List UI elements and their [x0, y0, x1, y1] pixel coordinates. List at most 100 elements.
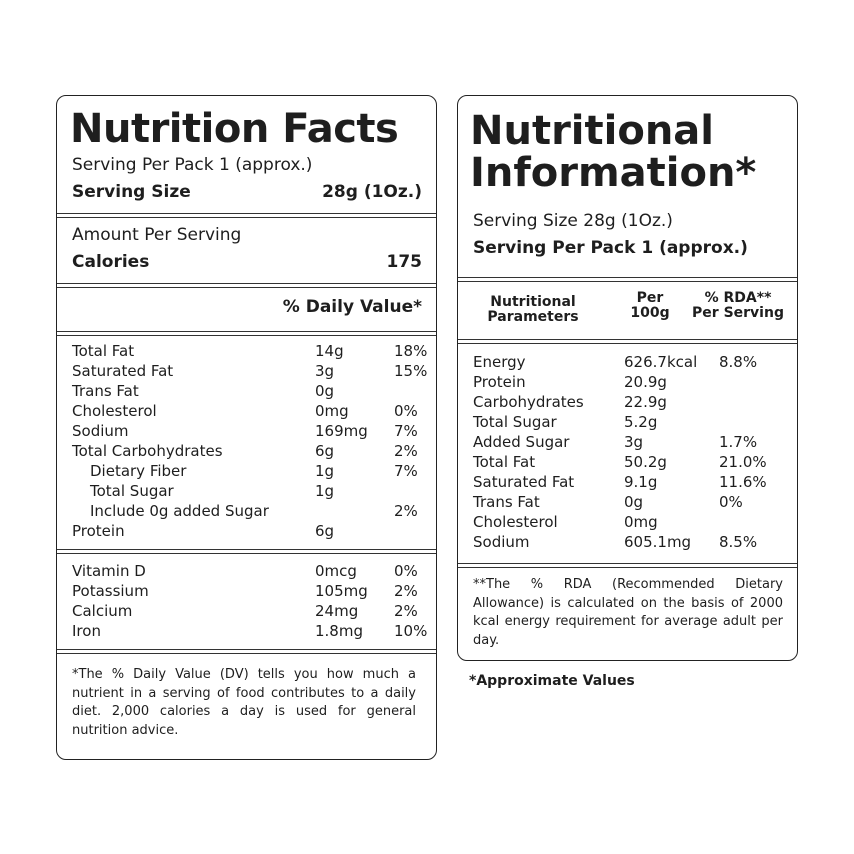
header-line: Nutritional — [490, 294, 576, 310]
calories-value: 175 — [386, 252, 423, 272]
nutrient-dv: 2% — [394, 502, 418, 520]
nutritional-row: Total Fat 50.2g 21.0% — [458, 453, 797, 473]
vitamin-name: Vitamin D — [72, 562, 146, 580]
calories-label: Calories — [72, 252, 150, 272]
rda-footnote: **The % RDA (Recommended Dietary Allowan… — [473, 577, 783, 648]
nutrient-name: Total Carbohydrates — [72, 442, 223, 460]
nutritional-row: Total Sugar 5.2g — [458, 413, 797, 433]
row-rda: 0% — [719, 493, 743, 511]
nutritional-row: Saturated Fat 9.1g 11.6% — [458, 473, 797, 493]
nutrient-row: Dietary Fiber 1g 7% — [57, 462, 436, 482]
nutrient-amount: 6g — [315, 522, 335, 540]
nutrient-amount: 14g — [315, 342, 344, 360]
divider — [458, 339, 797, 344]
vitamin-name: Calcium — [72, 602, 133, 620]
title-line-1: Nutritional — [470, 108, 715, 154]
col-header-per100g: Per 100g — [618, 291, 682, 321]
header-line: Parameters — [487, 309, 579, 325]
row-name: Energy — [473, 353, 526, 371]
row-rda: 21.0% — [719, 453, 767, 471]
nutritional-row: Protein 20.9g — [458, 373, 797, 393]
row-name: Trans Fat — [473, 493, 540, 511]
vitamin-row: Iron 1.8mg 10% — [57, 622, 436, 642]
vitamin-amount: 0mcg — [315, 562, 357, 580]
vitamin-dv: 0% — [394, 562, 418, 580]
vitamin-amount: 1.8mg — [315, 622, 363, 640]
serving-size-label: Serving Size — [72, 182, 191, 202]
row-per100: 0g — [624, 493, 644, 511]
vitamin-name: Iron — [72, 622, 101, 640]
row-per100: 0mg — [624, 513, 658, 531]
row-per100: 626.7kcal — [624, 353, 698, 371]
vitamin-row: Potassium 105mg 2% — [57, 582, 436, 602]
nutrient-name: Saturated Fat — [72, 362, 174, 380]
nutrient-row: Total Sugar 1g — [57, 482, 436, 502]
nutrient-row: Sodium 169mg 7% — [57, 422, 436, 442]
divider — [458, 277, 797, 282]
nutrient-name: Total Fat — [72, 342, 135, 360]
divider — [57, 549, 436, 554]
nutritional-row: Added Sugar 3g 1.7% — [458, 433, 797, 453]
nutrient-dv: 7% — [394, 422, 418, 440]
nutrient-row: Total Fat 14g 18% — [57, 342, 436, 362]
nutrient-amount: 6g — [315, 442, 335, 460]
nutritional-information-title: Nutritional Information* — [470, 110, 756, 194]
daily-value-footnote: *The % Daily Value (DV) tells you how mu… — [72, 667, 416, 738]
nutrient-amount: 1g — [315, 482, 335, 500]
nutritional-row: Sodium 605.1mg 8.5% — [458, 533, 797, 553]
nutrient-row: Total Carbohydrates 6g 2% — [57, 442, 436, 462]
nutrient-dv: 0% — [394, 402, 418, 420]
row-name: Carbohydrates — [473, 393, 584, 411]
nutrient-dv: 2% — [394, 442, 418, 460]
row-rda: 1.7% — [719, 433, 758, 451]
vitamin-name: Potassium — [72, 582, 149, 600]
divider — [57, 213, 436, 218]
nutrient-row: Include 0g added Sugar 2% — [57, 502, 436, 522]
nutritional-row: Energy 626.7kcal 8.8% — [458, 353, 797, 373]
divider — [57, 283, 436, 288]
row-per100: 3g — [624, 433, 644, 451]
vitamin-row: Calcium 24mg 2% — [57, 602, 436, 622]
nutrient-amount: 3g — [315, 362, 335, 380]
nutrient-name: Cholesterol — [72, 402, 157, 420]
divider — [458, 563, 797, 568]
header-line: Per Serving — [692, 305, 784, 321]
row-rda: 8.8% — [719, 353, 758, 371]
row-name: Total Sugar — [473, 413, 557, 431]
row-name: Sodium — [473, 533, 530, 551]
divider — [57, 331, 436, 336]
row-per100: 50.2g — [624, 453, 667, 471]
nutrient-name: Sodium — [72, 422, 129, 440]
nutrient-amount: 0g — [315, 382, 335, 400]
row-per100: 605.1mg — [624, 533, 692, 551]
nutrient-row: Protein 6g — [57, 522, 436, 542]
nutritional-row: Trans Fat 0g 0% — [458, 493, 797, 513]
row-per100: 22.9g — [624, 393, 667, 411]
nutrient-row: Saturated Fat 3g 15% — [57, 362, 436, 382]
serving-size: Serving Size 28g (1Oz.) — [473, 211, 673, 231]
nutrient-dv: 7% — [394, 462, 418, 480]
row-name: Protein — [473, 373, 526, 391]
row-rda: 11.6% — [719, 473, 767, 491]
row-rda: 8.5% — [719, 533, 758, 551]
row-per100: 9.1g — [624, 473, 658, 491]
row-name: Saturated Fat — [473, 473, 575, 491]
serving-per-pack: Serving Per Pack 1 (approx.) — [473, 238, 748, 258]
row-per100: 5.2g — [624, 413, 658, 431]
vitamin-dv: 10% — [394, 622, 428, 640]
nutrient-name: Protein — [72, 522, 125, 540]
vitamin-dv: 2% — [394, 582, 418, 600]
nutrient-name: Total Sugar — [90, 482, 174, 500]
vitamin-amount: 105mg — [315, 582, 368, 600]
nutritional-row: Carbohydrates 22.9g — [458, 393, 797, 413]
col-header-parameters: Nutritional Parameters — [473, 295, 593, 325]
nutrient-amount: 169mg — [315, 422, 368, 440]
nutrient-name: Trans Fat — [72, 382, 139, 400]
title-line-2: Information* — [470, 150, 757, 196]
vitamin-dv: 2% — [394, 602, 418, 620]
vitamin-amount: 24mg — [315, 602, 359, 620]
nutrient-dv: 15% — [394, 362, 428, 380]
nutritional-information-panel: Nutritional Information* Serving Size 28… — [457, 95, 798, 661]
nutrient-row: Cholesterol 0mg 0% — [57, 402, 436, 422]
nutrition-facts-title: Nutrition Facts — [70, 106, 399, 152]
